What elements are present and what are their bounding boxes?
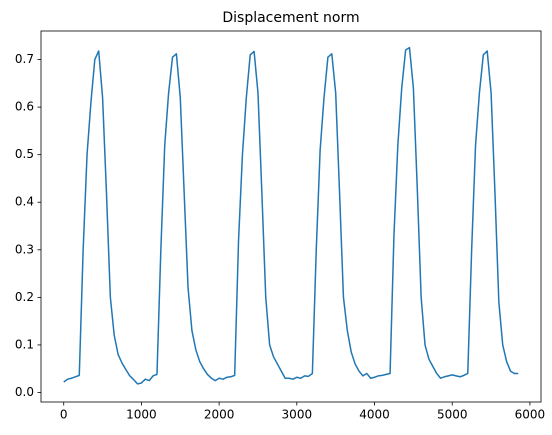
- y-tick-label: 0.7: [15, 52, 34, 66]
- x-tick-label: 4000: [359, 408, 390, 422]
- y-tick-label: 0.6: [15, 100, 34, 114]
- data-line: [63, 46, 519, 385]
- x-tick-label: 1000: [126, 408, 157, 422]
- y-tick-label: 0.3: [15, 242, 34, 256]
- y-tick-label: 0.1: [15, 337, 34, 351]
- x-tick-label: 0: [60, 408, 68, 422]
- x-tick-label: 3000: [282, 408, 313, 422]
- x-tick-label: 6000: [515, 408, 546, 422]
- y-tick-label: 0.0: [15, 385, 34, 399]
- axes-frame: [40, 30, 542, 403]
- y-tick-label: 0.4: [15, 195, 34, 209]
- x-tick-label: 2000: [204, 408, 235, 422]
- y-tick-label: 0.5: [15, 147, 34, 161]
- chart-title: Displacement norm: [222, 10, 359, 26]
- y-tick-label: 0.2: [15, 290, 34, 304]
- x-tick-label: 5000: [437, 408, 468, 422]
